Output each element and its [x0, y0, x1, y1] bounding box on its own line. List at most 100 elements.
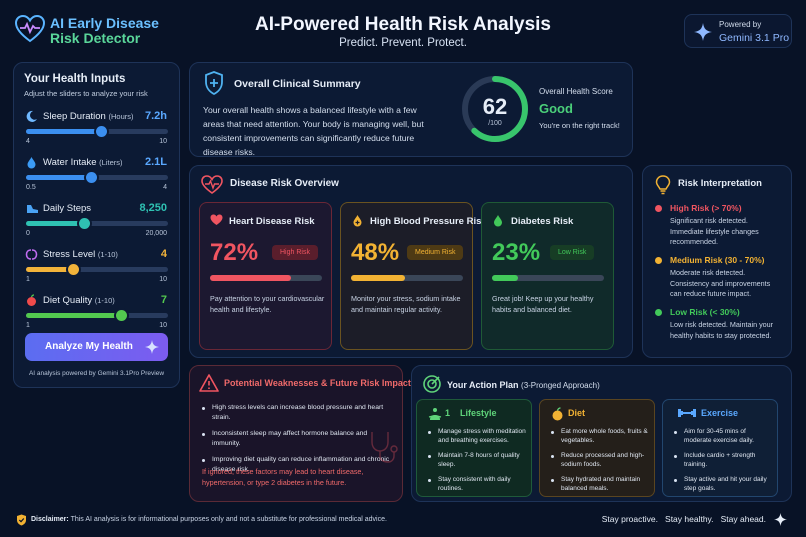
slider-knob[interactable]: [67, 264, 79, 275]
plan-item: Stay active and hit your daily step goal…: [674, 475, 772, 493]
warning-icon: [199, 374, 219, 392]
slider-name: Diet Quality: [43, 295, 93, 306]
risk-bar-fill: [351, 275, 405, 281]
blood-pressure-risk-card[interactable]: High Blood Pressure Risk 48% Medium Risk Mo…: [340, 202, 487, 350]
slider-fill: [26, 267, 73, 272]
inputs-subtitle: Adjust the sliders to analyze your risk: [24, 89, 148, 98]
slider-label: Water Intake (Liters): [43, 157, 123, 168]
slider-fill: [26, 175, 92, 180]
interpretation-item: Low Risk (< 30%) Low risk detected. Maint…: [643, 306, 791, 356]
plan-list: Eat more whole foods, fruits & vegetable…: [551, 427, 649, 499]
weakness-item: High stress levels can increase blood pr…: [202, 403, 392, 423]
diabetes-risk-card[interactable]: Diabetes Risk 23% Low Risk Great job! Keep …: [481, 202, 614, 350]
slider-row-2: Daily Steps 8,250 0 20,000: [14, 199, 179, 239]
slider-track[interactable]: [26, 126, 168, 137]
slider-track[interactable]: [26, 264, 168, 275]
powered-by-model: Gemini 3.1 Pro: [719, 32, 790, 44]
interpretation-heading: Low Risk (< 30%): [670, 307, 740, 317]
risk-description: Pay attention to your cardiovascular hea…: [210, 294, 325, 314]
slider-knob[interactable]: [86, 172, 98, 183]
slider-unit: (1-10): [94, 296, 115, 305]
interpretation-heading: Medium Risk (30 - 70%): [670, 255, 765, 265]
water-drop-icon: [25, 156, 38, 169]
target-icon: [423, 375, 441, 393]
slider-max-label: 10: [159, 276, 167, 283]
lightbulb-icon: [655, 175, 671, 195]
summary-text: Your overall health shows a balanced lif…: [203, 105, 424, 157]
weakness-item: Inconsistent sleep may affect hormone ba…: [202, 429, 392, 449]
interpretation-item: High Risk (> 70%) Significant risk detect…: [643, 202, 791, 252]
slider-value: 2.1L: [144, 156, 167, 168]
plan-item: Reduce processed and high-sodium foods.: [551, 451, 649, 469]
slider-name: Daily Steps: [43, 203, 92, 214]
slider-track[interactable]: [26, 172, 168, 183]
weakness-item: Improving diet quality can reduce inflam…: [202, 455, 392, 475]
weaknesses-title: Potential Weaknesses & Future Risk Impac…: [224, 378, 411, 388]
disclaimer-label: Disclaimer:: [31, 516, 69, 523]
heart-disease-risk-card[interactable]: Heart Disease Risk 72% High Risk Pay attent…: [199, 202, 332, 350]
slider-min-label: 0: [26, 230, 30, 237]
health-score-max: /100: [488, 120, 502, 127]
powered-by-label: Powered by: [719, 20, 762, 29]
slider-row-3: Stress Level (1-10) 4 1 10: [14, 245, 179, 285]
slider-row-4: Diet Quality (1-10) 7 1 10: [14, 291, 179, 331]
slider-max-label: 4: [163, 184, 167, 191]
disclaimer-text: This AI analysis is for informational pu…: [70, 516, 387, 523]
plan-heading: Diet: [568, 408, 585, 418]
slider-min-label: 0.5: [26, 184, 36, 191]
risk-description: Great job! Keep up your healthy habits a…: [492, 294, 594, 314]
blood-sugar-drop-icon: [492, 214, 504, 227]
risk-level-badge: Medium Risk: [407, 245, 464, 260]
score-note: You're on the right track!: [539, 121, 620, 130]
plan-item: Manage stress with meditation and breath…: [428, 427, 526, 445]
risk-bar-fill: [492, 275, 518, 281]
risk-percentage: 23%: [492, 239, 541, 266]
page-title: AI-Powered Health Risk Analysis: [254, 14, 551, 35]
slider-value: 7.2h: [144, 110, 167, 122]
plan-list: Manage stress with meditation and breath…: [428, 427, 526, 499]
risk-level-badge: High Risk: [272, 245, 318, 260]
disclaimer: Disclaimer: This AI analysis is for info…: [31, 516, 387, 523]
risk-overview-title: Disease Risk Overview: [230, 178, 339, 189]
risk-level-badge: Low Risk: [550, 245, 595, 260]
status-dot-icon: [655, 309, 662, 316]
inputs-title: Your Health Inputs: [24, 73, 126, 85]
plan-item: Aim for 30-45 mins of moderate exercise …: [674, 427, 772, 445]
lifestyle-plan-card: 1 Lifestyle Manage stress with meditation …: [416, 399, 532, 497]
slider-track[interactable]: [26, 218, 168, 229]
dumbbell-icon: [677, 407, 697, 419]
slider-max-label: 10: [159, 138, 167, 145]
slider-name: Sleep Duration: [43, 111, 106, 122]
slider-min-label: 1: [26, 322, 30, 329]
action-plan-title-main: Your Action Plan: [447, 380, 519, 390]
slider-fill: [26, 221, 85, 226]
diet-plan-card: Diet Eat more whole foods, fruits & veget…: [539, 399, 655, 497]
slider-knob[interactable]: [79, 218, 91, 229]
sparkle-icon: [694, 23, 712, 41]
ai-powered-note: AI analysis powered by Gemini 3.1Pro Pre…: [28, 370, 165, 377]
slider-label: Daily Steps: [43, 203, 91, 214]
powered-by-badge: Powered by Gemini 3.1 Pro: [684, 14, 792, 48]
slider-knob[interactable]: [116, 310, 128, 321]
plan-heading-label: Lifestyle: [460, 408, 497, 418]
summary-title: Overall Clinical Summary: [234, 78, 361, 90]
slider-min-label: 4: [26, 138, 30, 145]
analyze-health-button[interactable]: Analyze My Health: [25, 333, 168, 361]
score-word: Good: [539, 101, 573, 116]
slider-unit: (Liters): [99, 158, 123, 167]
apple-icon: [551, 407, 564, 421]
disease-risk-overview-panel: Disease Risk Overview Heart Disease Risk…: [189, 165, 633, 358]
slider-unit: (Hours): [108, 112, 134, 121]
plan-list: Aim for 30-45 mins of moderate exercise …: [674, 427, 772, 499]
risk-card-title: High Blood Pressure Risk: [370, 216, 487, 227]
footer-tagline: Stay proactive. Stay healthy. Stay ahead…: [601, 514, 766, 524]
slider-knob[interactable]: [96, 126, 108, 137]
exercise-plan-card: Exercise Aim for 30-45 mins of moderate e…: [662, 399, 778, 497]
action-plan-title-suffix: (3-Pronged Approach): [521, 381, 600, 390]
slider-row-1: Water Intake (Liters) 2.1L 0.5 4: [14, 153, 179, 193]
action-plan-title: Your Action Plan (3-Pronged Approach): [447, 380, 600, 390]
slider-value: 7: [160, 294, 167, 306]
risk-bar: [492, 275, 604, 281]
slider-track[interactable]: [26, 310, 168, 321]
